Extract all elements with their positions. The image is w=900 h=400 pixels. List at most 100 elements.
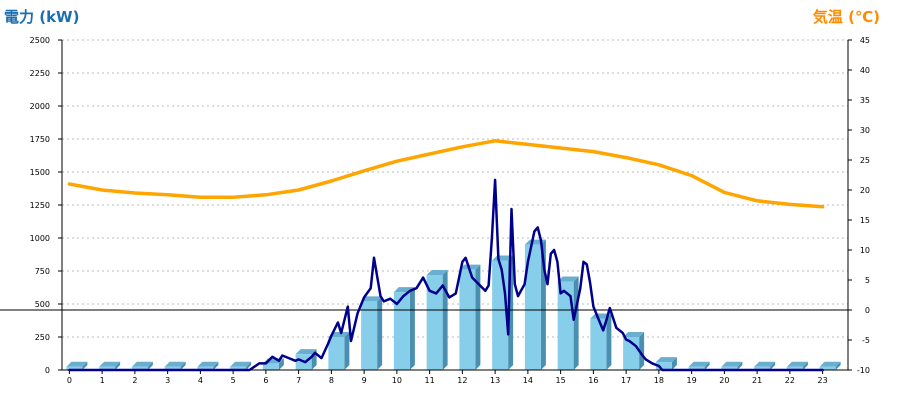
- power-line: [68, 178, 824, 372]
- bar: [655, 357, 677, 370]
- left-tick-label: 1000: [30, 234, 50, 243]
- right-tick-label: -10: [857, 366, 870, 375]
- bar-side: [639, 332, 645, 370]
- bar-front: [590, 318, 607, 370]
- bar-front: [786, 366, 803, 370]
- right-tick-label: 15: [860, 216, 870, 225]
- bar-front: [655, 362, 672, 370]
- x-tick-label: 22: [785, 376, 795, 385]
- bar-side: [770, 361, 776, 370]
- x-tick-label: 9: [362, 376, 367, 385]
- bar-front: [262, 363, 279, 370]
- bar: [786, 361, 808, 370]
- bar-front: [819, 366, 836, 370]
- bar-side: [115, 361, 121, 370]
- bar-top: [786, 361, 808, 367]
- x-tick-label: 14: [523, 376, 533, 385]
- x-tick-label: 17: [621, 376, 631, 385]
- bar-front: [524, 244, 541, 370]
- x-tick-label: 0: [67, 376, 72, 385]
- bar-front: [557, 281, 574, 370]
- right-tick-label: 35: [860, 96, 870, 105]
- bar-side: [704, 361, 710, 370]
- left-tick-label: 500: [35, 300, 50, 309]
- bar-side: [147, 361, 153, 370]
- bar-front: [328, 337, 345, 370]
- bar-top: [230, 361, 252, 367]
- bar-top: [721, 361, 743, 367]
- bar-front: [131, 366, 148, 370]
- temperature-line: [67, 139, 825, 209]
- bar-side: [180, 361, 186, 370]
- bar-top: [66, 361, 88, 367]
- bar-front: [459, 269, 476, 370]
- left-tick-label: 750: [35, 267, 50, 276]
- right-tick-label: 25: [860, 156, 870, 165]
- bar-top: [99, 361, 121, 367]
- bar-top: [754, 361, 776, 367]
- bar-top: [819, 361, 841, 367]
- right-tick-label: 0: [865, 306, 870, 315]
- bar-side: [606, 313, 612, 370]
- bar: [688, 361, 710, 370]
- bar-top: [295, 349, 317, 355]
- left-tick-label: 2500: [30, 36, 50, 45]
- bar-front: [688, 366, 705, 370]
- x-tick-label: 4: [198, 376, 203, 385]
- bar-front: [393, 292, 410, 370]
- x-tick-label: 2: [132, 376, 137, 385]
- bar-side: [835, 361, 841, 370]
- x-tick-label: 12: [457, 376, 467, 385]
- bar-front: [721, 366, 738, 370]
- x-tick-label: 21: [752, 376, 762, 385]
- bar-side: [82, 361, 88, 370]
- bar-side: [475, 264, 481, 370]
- left-axis-title: 電力 (kW): [4, 8, 80, 26]
- left-tick-label: 0: [45, 366, 50, 375]
- bar-side: [737, 361, 743, 370]
- x-tick-label: 19: [687, 376, 697, 385]
- bar: [66, 361, 88, 370]
- x-tick-label: 1: [100, 376, 105, 385]
- bar: [426, 269, 448, 370]
- bar-front: [197, 366, 214, 370]
- line-series: [67, 139, 825, 372]
- bar: [197, 361, 219, 370]
- left-tick-label: 1500: [30, 168, 50, 177]
- bar-front: [66, 366, 83, 370]
- x-tick-label: 8: [329, 376, 334, 385]
- bar-side: [344, 332, 350, 370]
- bar-front: [164, 366, 181, 370]
- left-tick-label: 2000: [30, 102, 50, 111]
- x-tick-label: 7: [296, 376, 301, 385]
- right-tick-label: -5: [862, 336, 870, 345]
- bar-side: [802, 361, 808, 370]
- bar: [328, 332, 350, 370]
- bar-side: [442, 269, 448, 370]
- right-tick-label: 40: [860, 66, 870, 75]
- right-tick-label: 20: [860, 186, 870, 195]
- bar-front: [99, 366, 116, 370]
- right-tick-label: 45: [860, 36, 870, 45]
- bar-top: [688, 361, 710, 367]
- bar-top: [361, 296, 383, 302]
- bar-side: [213, 361, 219, 370]
- bar-side: [671, 357, 677, 370]
- bar-side: [278, 358, 284, 370]
- x-tick-label: 15: [556, 376, 566, 385]
- x-tick-label: 10: [392, 376, 402, 385]
- x-tick-label: 3: [165, 376, 170, 385]
- bar-top: [131, 361, 153, 367]
- x-tick-label: 23: [818, 376, 828, 385]
- right-tick-label: 30: [860, 126, 870, 135]
- bar-side: [409, 287, 415, 370]
- bar: [99, 361, 121, 370]
- bar-front: [361, 301, 378, 370]
- bar-top: [655, 357, 677, 363]
- x-tick-label: 5: [231, 376, 236, 385]
- left-tick-label: 1750: [30, 135, 50, 144]
- x-tick-label: 20: [719, 376, 729, 385]
- bar-top: [164, 361, 186, 367]
- bar: [393, 287, 415, 370]
- bar-front: [426, 274, 443, 370]
